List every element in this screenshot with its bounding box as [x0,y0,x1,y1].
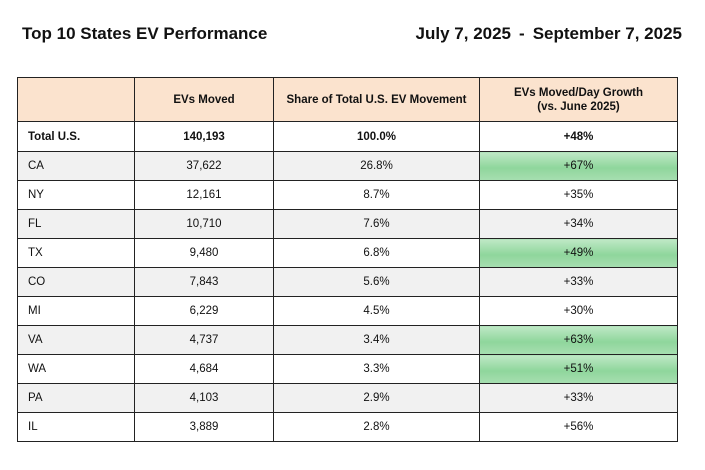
cell-moved: 4,684 [134,354,274,384]
cell-state: Total U.S. [17,121,135,152]
cell-share: 2.8% [273,412,480,442]
table-row: FL 10,710 7.6% +34% [17,209,678,239]
table-row-total: Total U.S. 140,193 100.0% +48% [17,121,678,152]
cell-share: 7.6% [273,209,480,239]
table-row: TX 9,480 6.8% +49% [17,238,678,268]
cell-growth: +33% [479,267,678,297]
cell-moved: 6,229 [134,296,274,326]
cell-moved: 12,161 [134,180,274,210]
cell-moved: 10,710 [134,209,274,239]
cell-growth-highlighted: +67% [479,151,678,181]
date-start: July 7, 2025 [415,24,512,43]
header-evs-moved: EVs Moved [134,77,274,122]
table-header-row: EVs Moved Share of Total U.S. EV Movemen… [17,77,678,122]
cell-state: NY [17,180,135,210]
table-row: MI 6,229 4.5% +30% [17,296,678,326]
table-row: IL 3,889 2.8% +56% [17,412,678,442]
table-row: VA 4,737 3.4% +63% [17,325,678,355]
cell-growth-highlighted: +49% [479,238,678,268]
cell-moved: 37,622 [134,151,274,181]
cell-state: CO [17,267,135,297]
cell-moved: 9,480 [134,238,274,268]
table-row: CO 7,843 5.6% +33% [17,267,678,297]
cell-state: VA [17,325,135,355]
cell-share: 5.6% [273,267,480,297]
cell-share: 3.4% [273,325,480,355]
cell-growth: +33% [479,383,678,413]
header-share: Share of Total U.S. EV Movement [273,77,480,122]
ev-performance-table: EVs Moved Share of Total U.S. EV Movemen… [17,77,678,442]
cell-moved: 7,843 [134,267,274,297]
cell-moved: 4,737 [134,325,274,355]
cell-share: 26.8% [273,151,480,181]
report-header: Top 10 States EV Performance July 7, 202… [22,24,682,50]
cell-state: MI [17,296,135,326]
date-separator: - [519,24,525,43]
cell-moved: 4,103 [134,383,274,413]
header-state [17,77,135,122]
cell-share: 4.5% [273,296,480,326]
table-row: PA 4,103 2.9% +33% [17,383,678,413]
cell-growth-highlighted: +63% [479,325,678,355]
cell-moved: 3,889 [134,412,274,442]
cell-moved: 140,193 [134,121,274,152]
table-row: NY 12,161 8.7% +35% [17,180,678,210]
date-range: July 7, 2025- September 7, 2025 [416,24,682,44]
table-row: WA 4,684 3.3% +51% [17,354,678,384]
header-growth: EVs Moved/Day Growth (vs. June 2025) [479,77,678,122]
header-growth-line1: EVs Moved/Day Growth [513,86,644,99]
cell-share: 8.7% [273,180,480,210]
cell-share: 3.3% [273,354,480,384]
header-growth-line2: (vs. June 2025) [537,100,620,113]
cell-share: 100.0% [273,121,480,152]
cell-state: PA [17,383,135,413]
cell-state: CA [17,151,135,181]
cell-growth: +56% [479,412,678,442]
cell-growth: +30% [479,296,678,326]
page-title: Top 10 States EV Performance [22,24,268,43]
cell-growth: +48% [479,121,678,152]
cell-share: 2.9% [273,383,480,413]
cell-state: FL [17,209,135,239]
cell-state: TX [17,238,135,268]
table-row: CA 37,622 26.8% +67% [17,151,678,181]
cell-growth: +34% [479,209,678,239]
cell-growth-highlighted: +51% [479,354,678,384]
cell-growth: +35% [479,180,678,210]
date-end: September 7, 2025 [532,24,682,43]
cell-state: IL [17,412,135,442]
cell-share: 6.8% [273,238,480,268]
cell-state: WA [17,354,135,384]
